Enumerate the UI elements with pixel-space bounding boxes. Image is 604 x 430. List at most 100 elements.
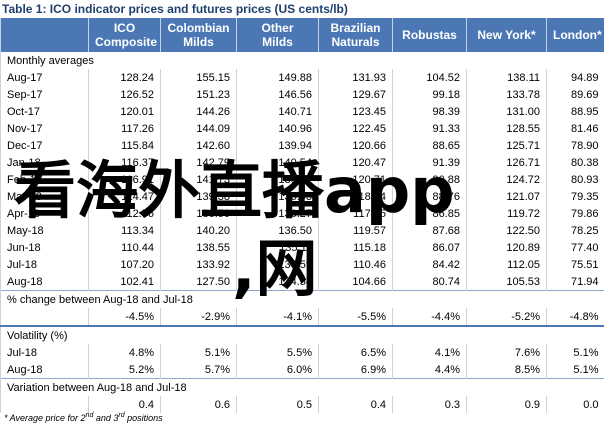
header-row: ICO Composite Colombian Milds Other Milds Braz… [0,18,604,52]
value-cell: 136.93 [236,188,319,205]
value-cell: 136.27 [236,205,319,222]
value-cell: 125.71 [466,137,547,154]
value-cell: 155.15 [160,69,237,86]
value-cell: 119.72 [466,205,547,222]
value-cell: -4.4% [392,308,467,326]
value-cell: 119.57 [318,222,393,239]
data-row: Jun-18 110.44 138.55 135.11 115.18 86.07 120.8… [0,239,604,256]
price-table: ICO Composite Colombian Milds Other Milds Braz… [0,18,604,413]
watermark: 看海外直播app [14,154,455,227]
data-row: Aug-18 5.2% 5.7% 6.0% 6.9% 4.4% 8.5% 5.1% [0,361,604,379]
value-cell: 128.55 [466,120,547,137]
value-cell: 0.4 [88,396,161,413]
value-cell: -4.8% [546,308,604,326]
header-text: Composite [95,35,158,49]
value-cell: 146.56 [236,86,319,103]
value-cell: 126.71 [466,154,547,171]
row-label: Aug-18 [0,273,89,291]
footnote-text: and 3 [93,413,119,423]
data-row: Jul-18 107.20 133.92 130.59 110.46 84.42 112.0… [0,256,604,273]
value-cell: 122.50 [466,222,547,239]
value-cell: 127.50 [160,273,237,291]
value-cell: 6.5% [318,344,393,361]
value-cell: 117.85 [318,205,393,222]
value-cell: 99.18 [392,86,467,103]
data-row: Feb-18 116.91 141.73 139.12 120.71 90.88 124.7… [0,171,604,188]
value-cell: 87.68 [392,222,467,239]
value-cell: 116.91 [88,171,161,188]
row-label [0,396,89,413]
value-cell: 123.45 [318,103,393,120]
value-cell: 142.60 [160,137,237,154]
value-cell: 121.07 [466,188,547,205]
value-cell: 0.0 [546,396,604,413]
row-label: Jul-18 [0,256,89,273]
value-cell: 115.18 [318,239,393,256]
header-text: Milds [183,35,214,49]
value-cell: 84.42 [392,256,467,273]
value-cell: 5.1% [546,361,604,379]
value-cell: 131.00 [466,103,547,120]
value-cell: 112.05 [466,256,547,273]
row-label: Dec-17 [0,137,89,154]
value-cell: 139.38 [160,188,237,205]
value-cell: 112.56 [88,205,161,222]
row-label: Apr-18 [0,205,89,222]
value-cell: -5.2% [466,308,547,326]
section-row: Volatility (%) [0,325,604,344]
value-cell: 4.8% [88,344,161,361]
data-row: Oct-17 120.01 144.26 140.71 123.45 98.39 131.0… [0,103,604,120]
value-cell: 113.34 [88,222,161,239]
value-cell: 86.07 [392,239,467,256]
value-cell: 149.88 [236,69,319,86]
footnote-text: rd [118,412,125,419]
section-title: % change between Aug-18 and Jul-18 [0,290,604,308]
value-cell: 79.35 [546,188,604,205]
value-cell: 144.09 [160,120,237,137]
value-cell: 124.54 [236,273,319,291]
data-row: Aug-17 128.24 155.15 149.88 131.93 104.52 138.… [0,69,604,86]
value-cell: 90.88 [392,171,467,188]
value-cell: 80.74 [392,273,467,291]
value-cell: 88.65 [392,137,467,154]
value-cell: 88.76 [392,188,467,205]
value-cell: 78.25 [546,222,604,239]
value-cell: 141.73 [160,171,237,188]
value-cell: 117.26 [88,120,161,137]
footnote: * Average price for 2nd and 3rd position… [4,412,163,423]
value-cell: 71.94 [546,273,604,291]
data-row: Jul-18 4.8% 5.1% 5.5% 6.5% 4.1% 7.6% 5.1% [0,344,604,361]
value-cell: 114.47 [88,188,161,205]
value-cell: 105.53 [466,273,547,291]
section-title: Volatility (%) [0,325,604,344]
header-cell: ICO Composite [88,18,161,52]
data-row: 0.4 0.6 0.5 0.4 0.3 0.9 0.0 [0,396,604,413]
value-cell: 98.39 [392,103,467,120]
value-cell: 5.7% [160,361,237,379]
header-cell: New York* [466,18,547,52]
value-cell: 104.66 [318,273,393,291]
data-row: Apr-18 112.56 138.50 136.27 117.85 86.85 119.7… [0,205,604,222]
value-cell: 128.24 [88,69,161,86]
data-row: Dec-17 115.84 142.60 139.94 120.66 88.65 125.7… [0,137,604,154]
value-cell: 4.1% [392,344,467,361]
value-cell: 124.72 [466,171,547,188]
value-cell: 142.79 [160,154,237,171]
value-cell: 75.51 [546,256,604,273]
data-row: Nov-17 117.26 144.09 140.96 122.45 91.33 128.5… [0,120,604,137]
header-cell: Brazilian Naturals [318,18,393,52]
value-cell: 8.5% [466,361,547,379]
value-cell: -4.1% [236,308,319,326]
section-row: Variation between Aug-18 and Jul-18 [0,378,604,396]
value-cell: 120.66 [318,137,393,154]
value-cell: 4.4% [392,361,467,379]
value-cell: 91.33 [392,120,467,137]
row-label: Jan-18 [0,154,89,171]
section-row: Monthly averages [0,52,604,69]
value-cell: 86.85 [392,205,467,222]
value-cell: 5.5% [236,344,319,361]
row-label: Jul-18 [0,344,89,361]
row-label: Mar-18 [0,188,89,205]
value-cell: 130.59 [236,256,319,273]
data-row: -4.5% -2.9% -4.1% -5.5% -4.4% -5.2% -4.8% [0,308,604,326]
